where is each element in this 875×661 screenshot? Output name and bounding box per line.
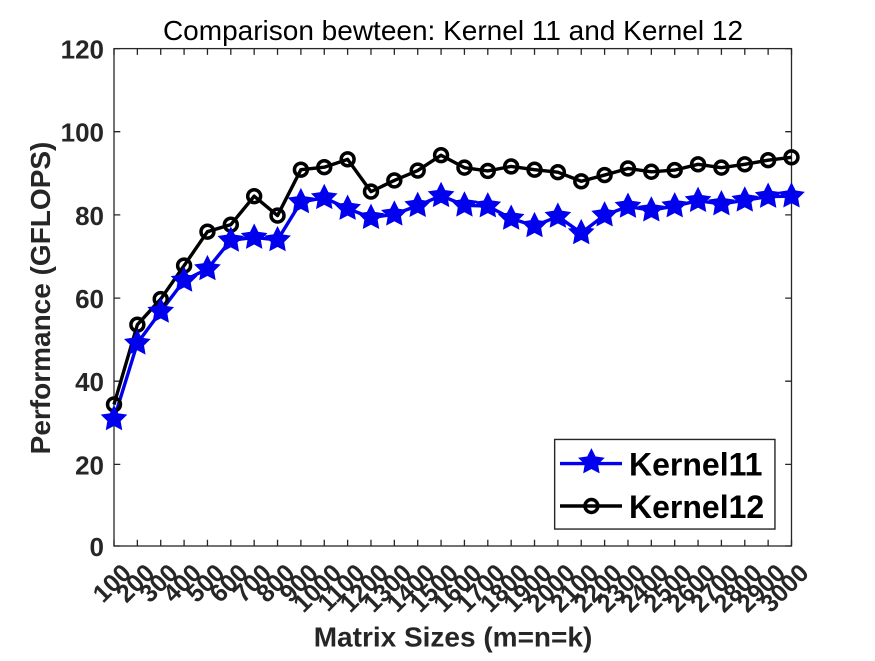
svg-text:40: 40: [75, 367, 104, 397]
svg-text:Performance (GFLOPS): Performance (GFLOPS): [25, 142, 56, 455]
svg-text:20: 20: [75, 450, 104, 480]
svg-text:Matrix Sizes (m=n=k): Matrix Sizes (m=n=k): [314, 622, 593, 653]
svg-text:60: 60: [75, 284, 104, 314]
svg-text:Kernel11: Kernel11: [629, 447, 762, 483]
svg-text:80: 80: [75, 201, 104, 231]
svg-text:100: 100: [61, 118, 104, 148]
svg-text:120: 120: [61, 35, 104, 65]
svg-text:Comparison bewteen: Kernel 11: Comparison bewteen: Kernel 11 and Kernel…: [163, 15, 743, 46]
svg-text:Kernel12: Kernel12: [629, 489, 764, 525]
svg-text:0: 0: [90, 532, 104, 562]
